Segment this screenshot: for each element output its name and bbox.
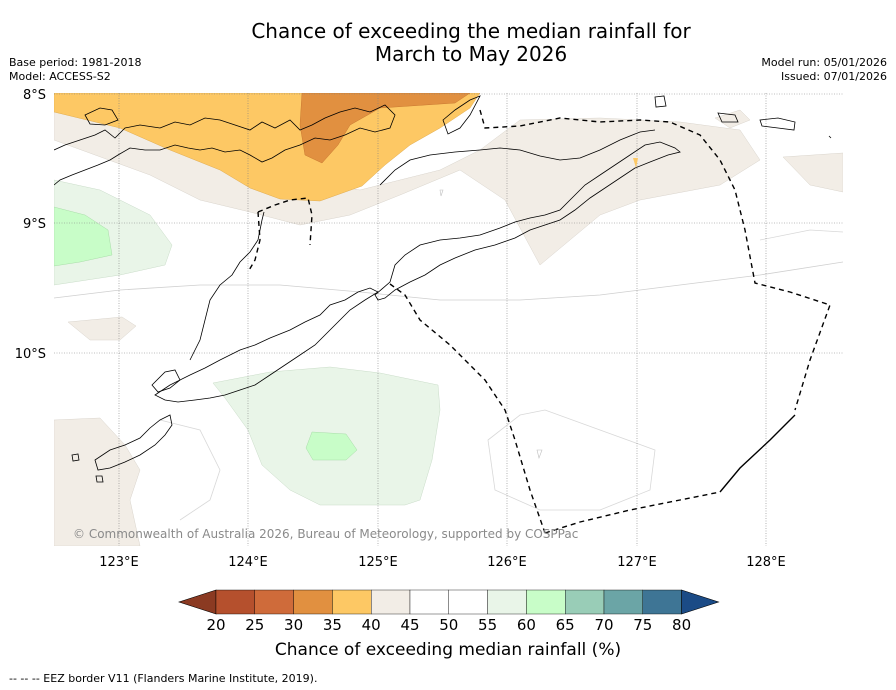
coast-sumba (154, 287, 379, 403)
colorbar-tick-25: 25 (245, 616, 264, 634)
coast-timor (374, 141, 681, 301)
model-name: Model: ACCESS-S2 (9, 70, 111, 83)
eez-border-solid (719, 414, 796, 493)
lat-label-9s: 9°S (23, 217, 46, 232)
lon-label-124e: 124°E (228, 555, 268, 570)
lon-label-128e: 128°E (746, 555, 786, 570)
title-line-1: Chance of exceeding the median rainfall … (251, 19, 691, 43)
contour-line-gray-3 (759, 229, 843, 241)
meta-right: Model run: 05/01/2026 Issued: 07/01/2026 (761, 56, 887, 84)
contour-line-gray-2 (487, 409, 656, 511)
lon-label-123e: 123°E (99, 555, 139, 570)
colorbar-tick-60: 60 (517, 616, 536, 634)
colorbar-segments (178, 589, 720, 615)
colorbar-segment-c25_30 (254, 589, 294, 615)
coast-island-alor (442, 95, 481, 135)
region-35-40 (54, 93, 481, 202)
colorbar-segment-c50_55 (448, 589, 488, 615)
coast-timor-north (379, 129, 656, 186)
colorbar-segment-c35_40 (332, 589, 372, 615)
colorbar-segment-c45_50 (409, 589, 449, 615)
coast-island-small-4 (759, 117, 796, 131)
eez-legend: -- -- -- EEZ border V11 (Flanders Marine… (9, 672, 318, 685)
colorbar-segment-c30_35 (293, 589, 333, 615)
lon-label-126e: 126°E (487, 555, 527, 570)
coast-islet-3 (828, 135, 832, 139)
contour-line-gray-4 (159, 419, 221, 521)
lat-label-10s: 10°S (15, 347, 46, 362)
colorbar-segment-c20_25 (215, 589, 255, 615)
issued-date: Issued: 07/01/2026 (780, 70, 887, 83)
gridlines (54, 93, 843, 546)
grey-speck-2 (536, 449, 543, 460)
colorbar-tick-45: 45 (400, 616, 419, 634)
colorbar-tick-20: 20 (206, 616, 225, 634)
colorbar-segment-c60_65 (526, 589, 566, 615)
model-run: Model run: 05/01/2026 (761, 56, 887, 69)
grey-speck (439, 189, 444, 197)
title-line-2: March to May 2026 (374, 42, 568, 66)
lon-labels: 123°E 124°E 125°E 126°E 127°E 128°E (99, 555, 786, 570)
colorbar-tick-80: 80 (672, 616, 691, 634)
colorbar-segment-c70_75 (603, 589, 643, 615)
colorbar-tick-50: 50 (439, 616, 458, 634)
copyright-text: © Commonwealth of Australia 2026, Bureau… (73, 527, 579, 541)
colorbar-ticks: 20 25 30 35 40 45 50 55 60 65 70 75 80 (206, 616, 691, 634)
colorbar-label: Chance of exceeding median rainfall (%) (274, 640, 622, 660)
lon-label-127e: 127°E (617, 555, 657, 570)
colorbar-tick-30: 30 (284, 616, 303, 634)
coast-island-small-1 (84, 107, 119, 126)
coast-island-small-3 (717, 112, 739, 123)
region-60-65-south (305, 431, 358, 461)
colorbar-tick-55: 55 (478, 616, 497, 634)
colorbar-extend-high (681, 589, 720, 615)
colorbar-segment-c75_80 (642, 589, 682, 615)
colorbar-extend-low (178, 589, 217, 615)
colorbar-tick-35: 35 (323, 616, 342, 634)
region-40-45-east (782, 152, 843, 193)
colorbar-segment-c65_70 (565, 589, 605, 615)
lat-label-8s: 8°S (23, 88, 46, 103)
colorbar-segment-c55_60 (487, 589, 527, 615)
lon-label-125e: 125°E (358, 555, 398, 570)
colorbar-tick-65: 65 (556, 616, 575, 634)
region-60-65-west (54, 206, 113, 267)
coast-islet-2 (95, 475, 104, 483)
colorbar-tick-40: 40 (362, 616, 381, 634)
lat-labels: 8°S 9°S 10°S (15, 88, 46, 362)
coast-rote (94, 414, 173, 471)
coast-islet-1 (71, 453, 80, 462)
colorbar-tick-70: 70 (594, 616, 613, 634)
colorbar-segment-c40_45 (371, 589, 411, 615)
meta-left: Base period: 1981-2018 Model: ACCESS-S2 (9, 56, 141, 84)
contour-line-gray (54, 261, 843, 301)
coast-island-small-2 (654, 95, 667, 108)
coast-flores (54, 104, 396, 186)
base-period: Base period: 1981-2018 (9, 56, 142, 69)
orange-speck (633, 158, 638, 168)
region-40-45-west (67, 316, 137, 341)
eez-border (247, 109, 831, 534)
map-title: Chance of exceeding the median rainfall … (0, 20, 896, 66)
region-40-45-northeast (714, 109, 751, 129)
coast-sumba-west (151, 369, 181, 393)
colorbar-tick-75: 75 (633, 616, 652, 634)
